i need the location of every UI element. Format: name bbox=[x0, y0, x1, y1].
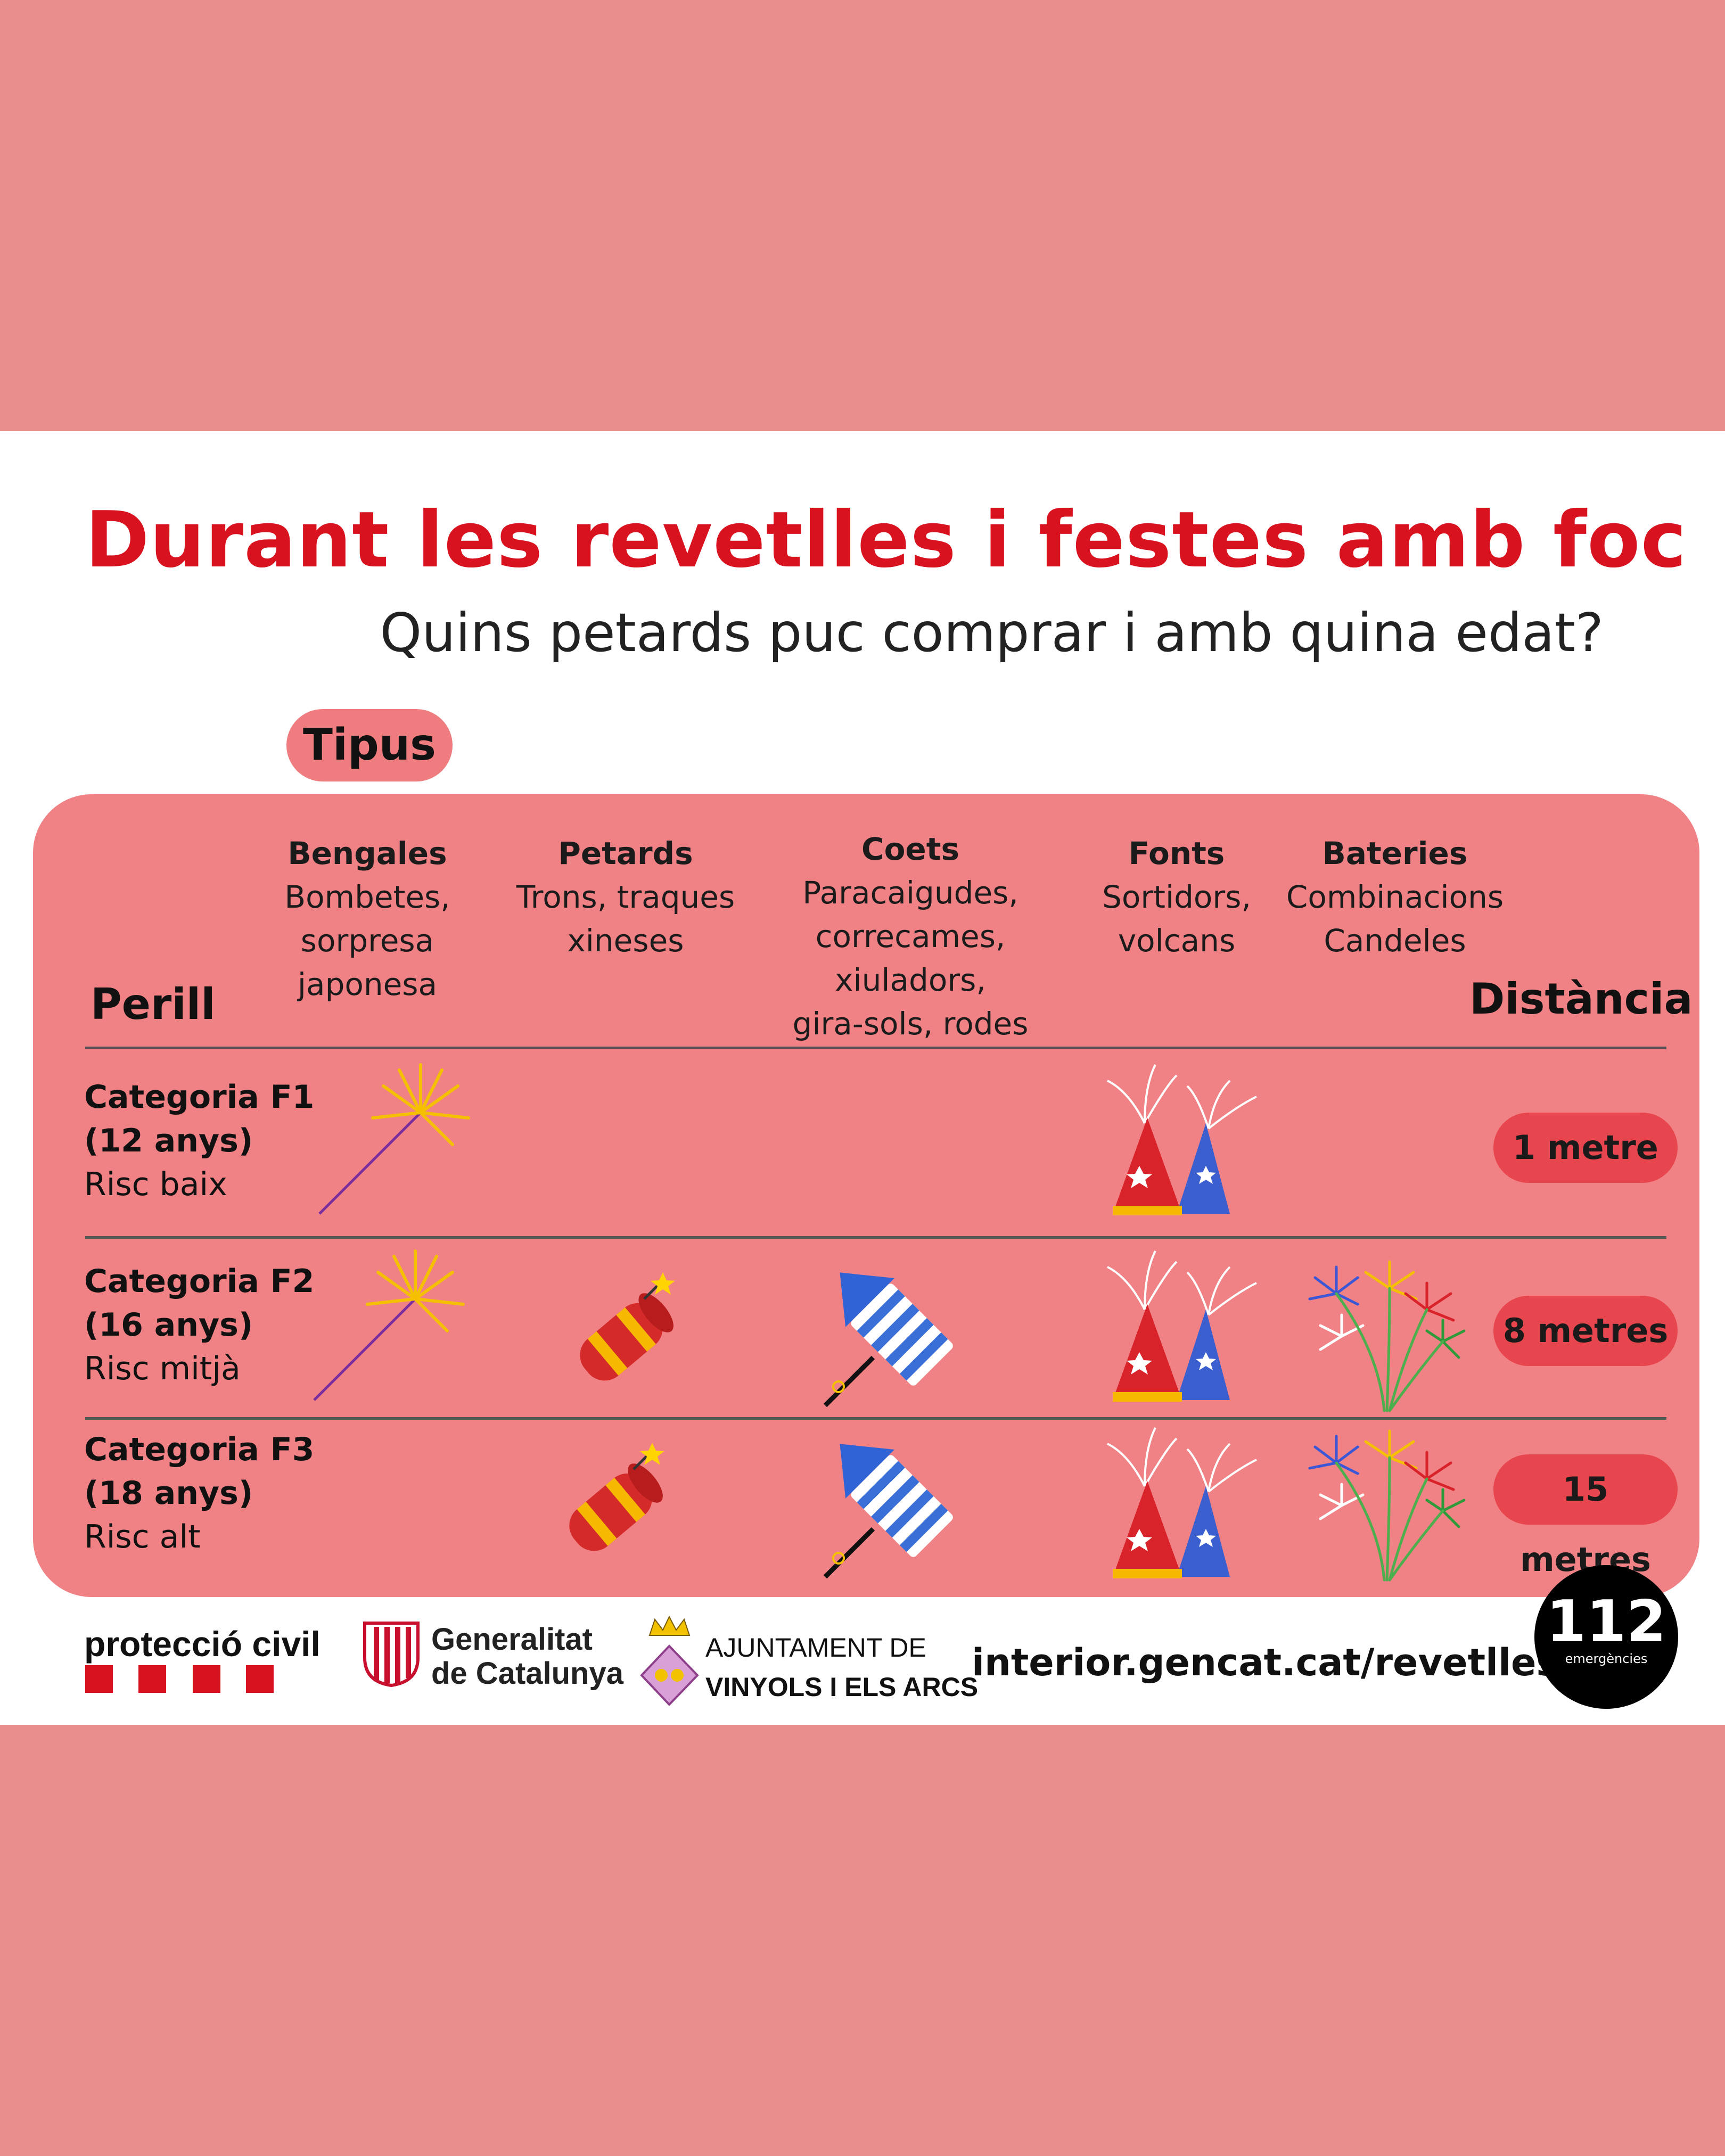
row-divider bbox=[85, 1417, 1666, 1420]
fountain-icon bbox=[1107, 1064, 1257, 1215]
proteccio-civil-mark bbox=[85, 1665, 113, 1693]
page-subtitle: Quins petards puc comprar i amb quina ed… bbox=[380, 602, 1604, 664]
fireworks-battery-icon bbox=[1308, 1260, 1466, 1412]
website-url: interior.gencat.cat/revetlles bbox=[972, 1641, 1559, 1684]
column-header-bateries: Bateries Combinacions Candeles bbox=[1286, 835, 1504, 959]
firecracker-icon bbox=[569, 1443, 664, 1551]
sparkler-icon bbox=[313, 1249, 465, 1401]
ajuntament-logo-text: AJUNTAMENT DE VINYOLS I ELS ARCS bbox=[705, 1633, 979, 1702]
sparkler-icon bbox=[318, 1063, 470, 1215]
distancia-label: Distància bbox=[1469, 974, 1693, 1024]
distance-pill-f1: 1 metre bbox=[1493, 1113, 1678, 1183]
column-header-fonts: Fonts Sortidors, volcans bbox=[1102, 835, 1251, 959]
generalitat-logo-text: Generalitat de Catalunya bbox=[431, 1622, 623, 1691]
rocket-icon bbox=[823, 1444, 953, 1579]
column-header-bengales: Bengales Bombetes, sorpresa japonesa bbox=[284, 835, 450, 1002]
emergency-112-logo: 112 emergències bbox=[1534, 1565, 1678, 1709]
column-header-coets: Coets Paracaigudes, correcames, xiuladors,… bbox=[792, 831, 1029, 1042]
firecracker-icon bbox=[580, 1272, 675, 1381]
fountain-icon bbox=[1107, 1427, 1257, 1578]
header-divider bbox=[85, 1047, 1666, 1049]
ajuntament-crest-icon bbox=[640, 1615, 699, 1706]
distance-pill-f2: 8 metres bbox=[1493, 1296, 1678, 1366]
proteccio-civil-logo: protecció civil bbox=[84, 1624, 321, 1664]
proteccio-civil-mark bbox=[138, 1665, 166, 1693]
bottom-background-band bbox=[0, 1725, 1725, 2156]
row-label-f1: Categoria F1 (12 anys) Risc baix bbox=[84, 1079, 315, 1203]
fireworks-battery-icon bbox=[1308, 1429, 1466, 1582]
info-card: Durant les revetlles i festes amb foc Qu… bbox=[0, 431, 1725, 1725]
top-background-band bbox=[0, 0, 1725, 431]
row-label-f3: Categoria F3 (18 anys) Risc alt bbox=[84, 1431, 315, 1556]
distance-pill-f3: 15 metres bbox=[1493, 1454, 1678, 1579]
proteccio-civil-mark bbox=[246, 1665, 274, 1693]
row-label-f2: Categoria F2 (16 anys) Risc mitjà bbox=[84, 1263, 315, 1387]
row-divider bbox=[85, 1236, 1666, 1239]
column-header-petards: Petards Trons, traques xineses bbox=[516, 835, 735, 959]
tipus-badge: Tipus bbox=[286, 709, 453, 781]
fountain-icon bbox=[1107, 1250, 1257, 1402]
perill-label: Perill bbox=[91, 980, 216, 1029]
page-title: Durant les revetlles i festes amb foc bbox=[85, 495, 1687, 585]
generalitat-shield-icon bbox=[363, 1622, 420, 1688]
proteccio-civil-mark bbox=[193, 1665, 220, 1693]
rocket-icon bbox=[823, 1272, 953, 1408]
